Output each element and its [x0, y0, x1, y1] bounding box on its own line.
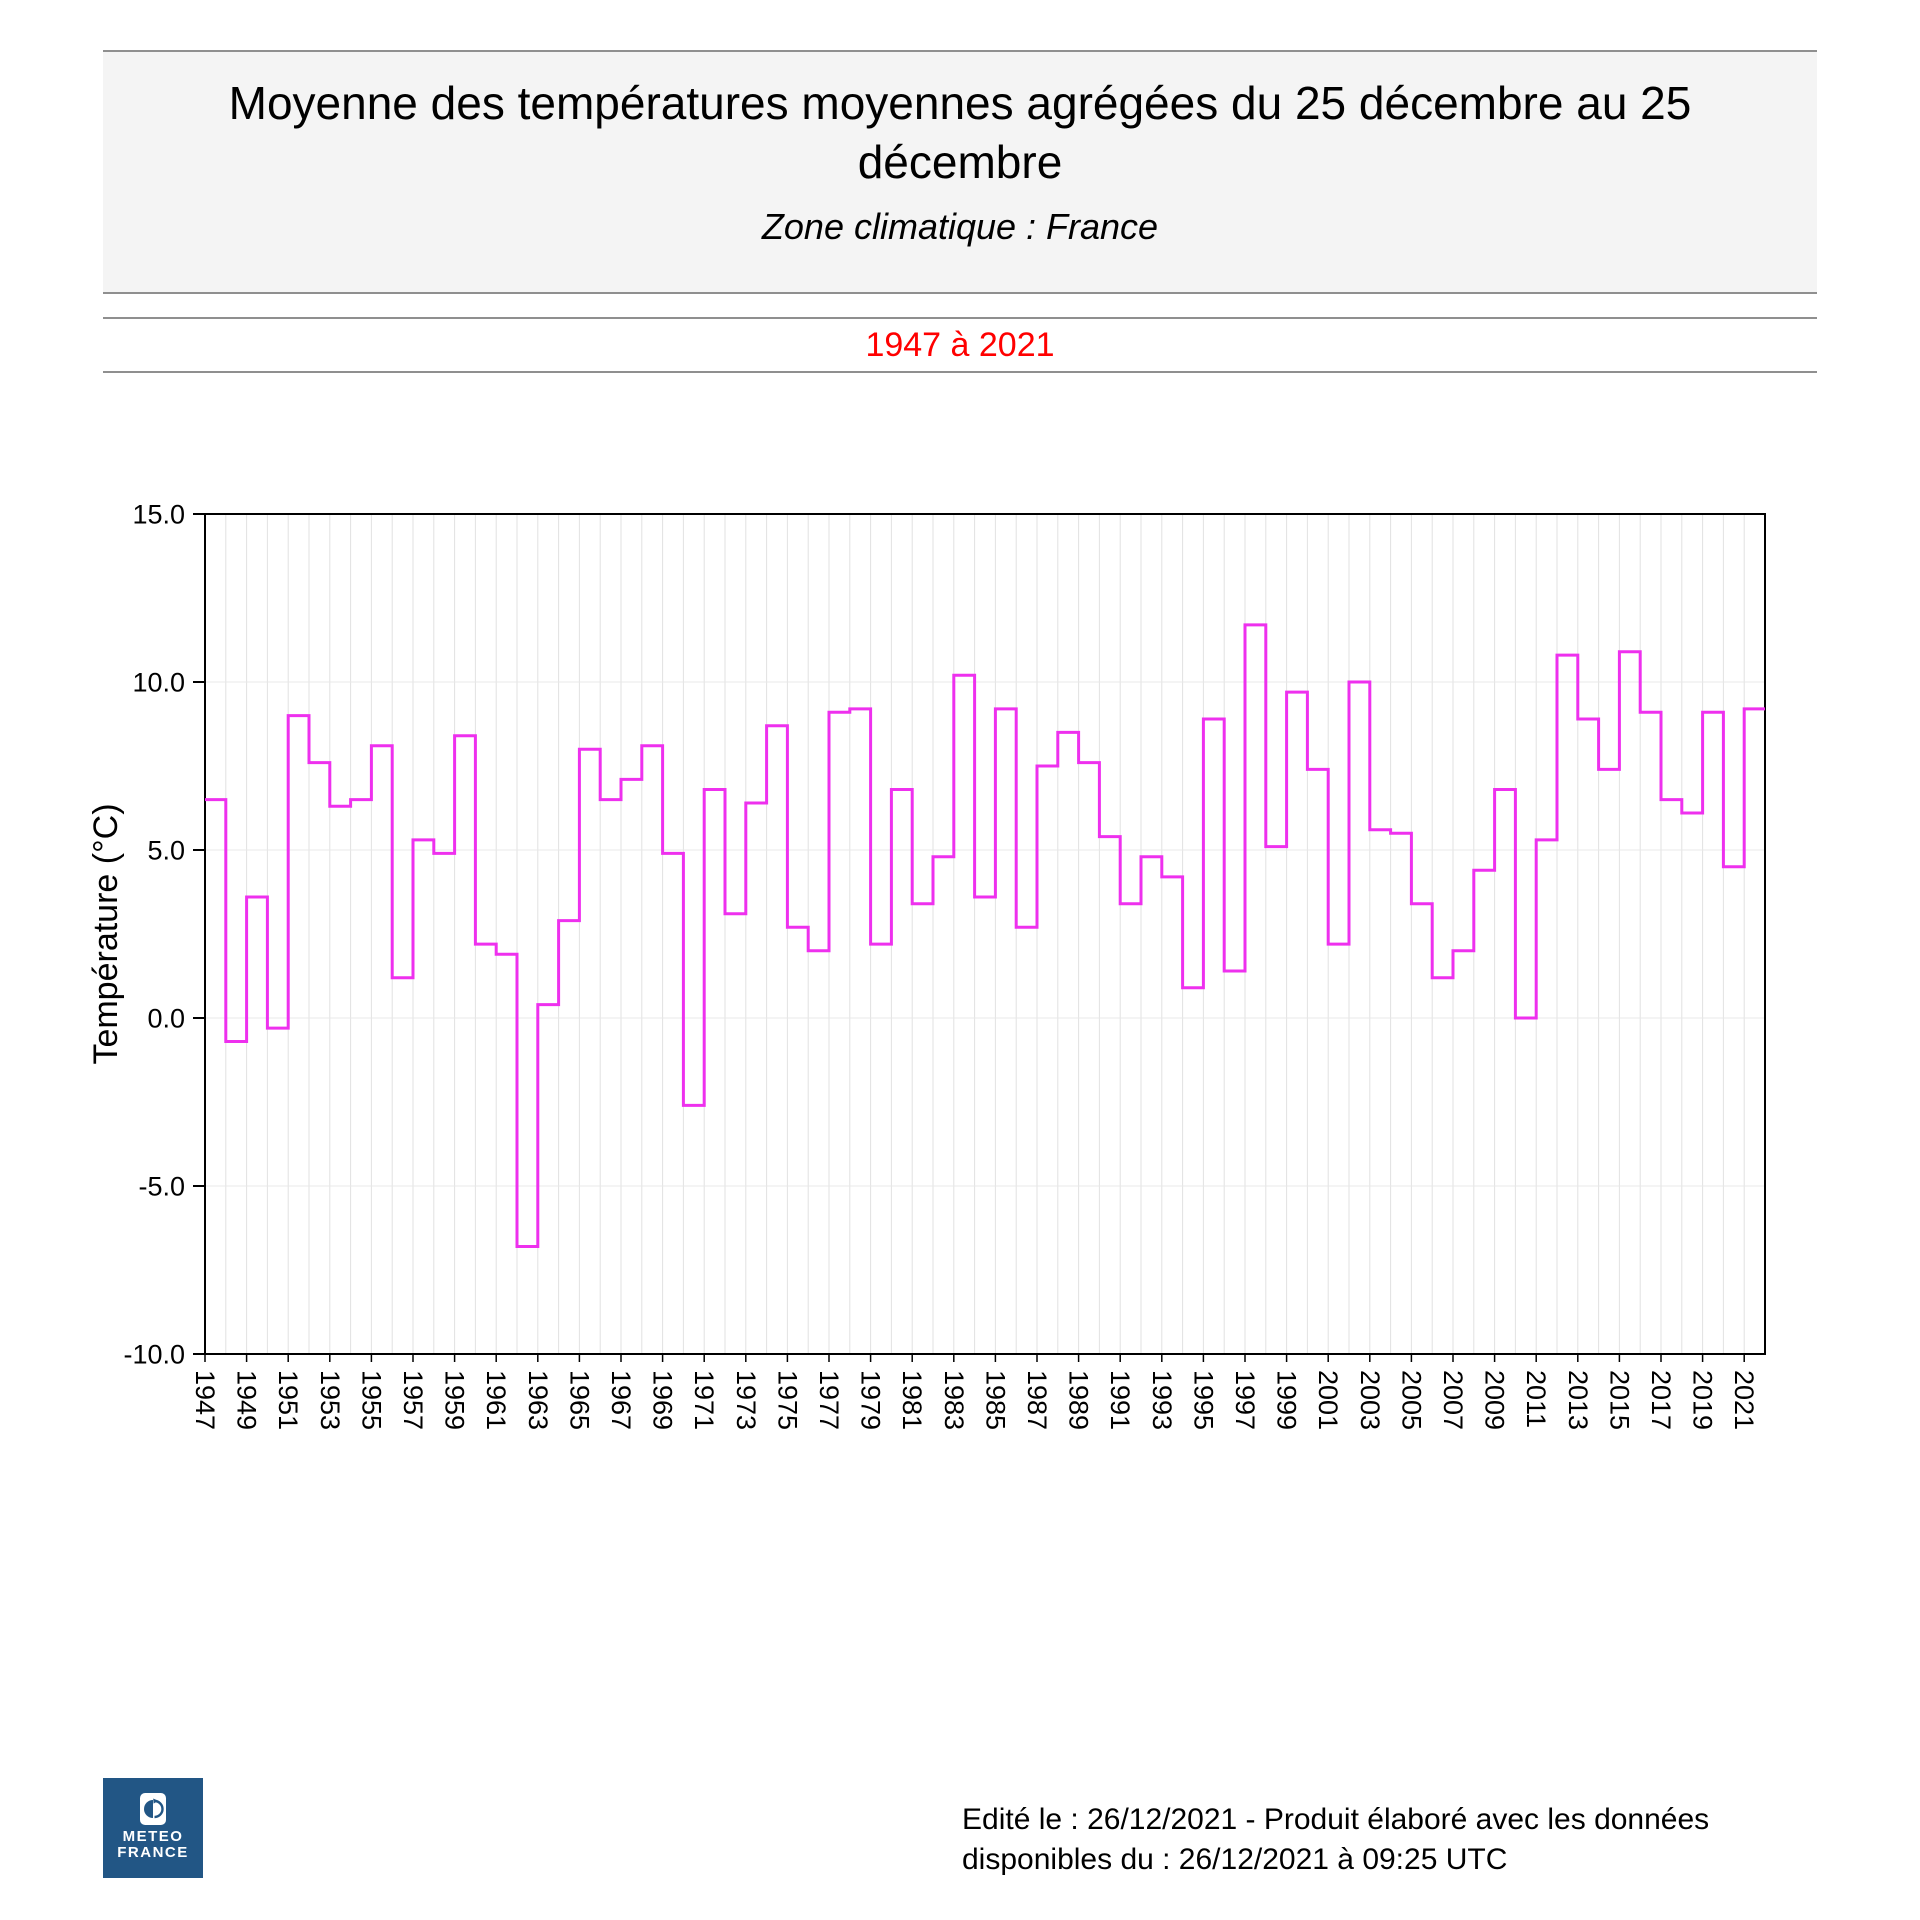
- period-range-label: 1947 à 2021: [865, 326, 1055, 364]
- y-tick-label: -5.0: [138, 1171, 185, 1201]
- x-tick-label: 1995: [1188, 1370, 1218, 1430]
- period-band: 1947 à 2021: [103, 317, 1817, 373]
- meteo-france-globe-icon: [140, 1793, 166, 1825]
- x-tick-label: 1987: [1022, 1370, 1052, 1430]
- x-tick-label: 1959: [440, 1370, 470, 1430]
- x-tick-label: 1951: [273, 1370, 303, 1430]
- climate-zone-subtitle: Zone climatique : France: [761, 205, 1159, 247]
- x-tick-label: 1971: [689, 1370, 719, 1430]
- x-tick-label: 2005: [1396, 1370, 1426, 1430]
- x-tick-label: 1963: [523, 1370, 553, 1430]
- x-tick-label: 1975: [772, 1370, 802, 1430]
- x-tick-label: 1993: [1147, 1370, 1177, 1430]
- plot-border: [204, 513, 1766, 1355]
- y-axis-title: Température (°C): [87, 803, 125, 1064]
- x-tick-label: 1965: [564, 1370, 594, 1430]
- x-tick-label: 1991: [1105, 1370, 1135, 1430]
- x-tick-label: 1981: [897, 1370, 927, 1430]
- x-tick-label: 2003: [1355, 1370, 1385, 1430]
- x-tick-label: 1967: [606, 1370, 636, 1430]
- x-tick-label: 1979: [856, 1370, 886, 1430]
- edition-credit: Edité le : 26/12/2021 - Produit élaboré …: [962, 1800, 1722, 1880]
- y-tick-label: 5.0: [147, 835, 185, 865]
- page-title: Moyenne des températures moyennes agrégé…: [228, 77, 1692, 188]
- x-tick-label: 1997: [1230, 1370, 1260, 1430]
- x-tick-label: 2017: [1646, 1370, 1676, 1430]
- x-tick-label: 1953: [315, 1370, 345, 1430]
- x-tick-label: 2019: [1688, 1370, 1718, 1430]
- header-band: Moyenne des températures moyennes agrégé…: [103, 50, 1817, 294]
- x-tick-label: 1973: [731, 1370, 761, 1430]
- temperature-step-line: [205, 623, 1765, 1248]
- x-tick-label: 1989: [1064, 1370, 1094, 1430]
- y-tick-label: 10.0: [132, 667, 185, 697]
- y-tick-label: 15.0: [132, 499, 185, 529]
- x-tick-label: 1969: [648, 1370, 678, 1430]
- edition-credit-line2: disponibles du : 26/12/2021 à 09:25 UTC: [962, 1843, 1508, 1876]
- x-tick-label: 2007: [1438, 1370, 1468, 1430]
- x-tick-label: 2021: [1729, 1370, 1759, 1430]
- x-tick-label: 1949: [232, 1370, 262, 1430]
- x-tick-label: 2013: [1563, 1370, 1593, 1430]
- x-tick-label: 1947: [190, 1370, 220, 1430]
- x-tick-label: 1961: [481, 1370, 511, 1430]
- logo-text-line1: METEO: [122, 1828, 184, 1845]
- x-tick-label: 1957: [398, 1370, 428, 1430]
- x-tick-label: 2009: [1480, 1370, 1510, 1430]
- x-tick-label: 2011: [1521, 1370, 1551, 1428]
- x-tick-label: 2015: [1604, 1370, 1634, 1430]
- meteo-france-logo: METEO FRANCE: [103, 1778, 203, 1878]
- x-tick-label: 1983: [939, 1370, 969, 1430]
- x-tick-label: 1985: [980, 1370, 1010, 1430]
- x-tick-label: 1955: [356, 1370, 386, 1430]
- y-tick-label: 0.0: [147, 1003, 185, 1033]
- x-tick-label: 2001: [1313, 1370, 1343, 1430]
- logo-text-line2: FRANCE: [117, 1844, 189, 1861]
- edition-credit-line1: Edité le : 26/12/2021 - Produit élaboré …: [962, 1803, 1710, 1836]
- x-tick-label: 1999: [1272, 1370, 1302, 1430]
- x-tick-label: 1977: [814, 1370, 844, 1430]
- y-tick-label: -10.0: [123, 1339, 185, 1369]
